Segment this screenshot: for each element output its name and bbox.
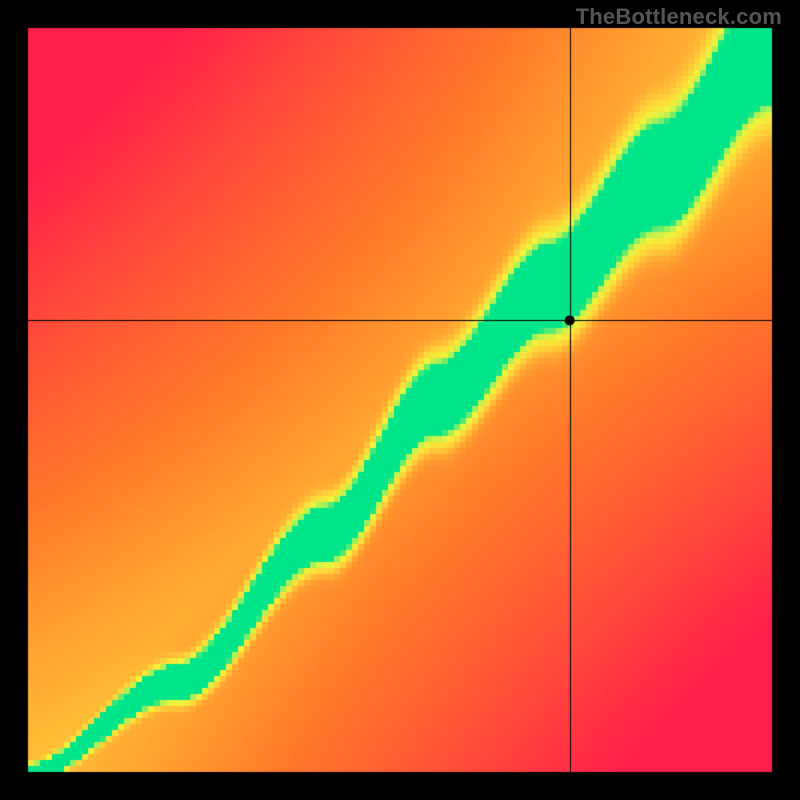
watermark-text: TheBottleneck.com (576, 4, 782, 30)
heatmap-canvas (0, 0, 800, 800)
chart-container: TheBottleneck.com (0, 0, 800, 800)
